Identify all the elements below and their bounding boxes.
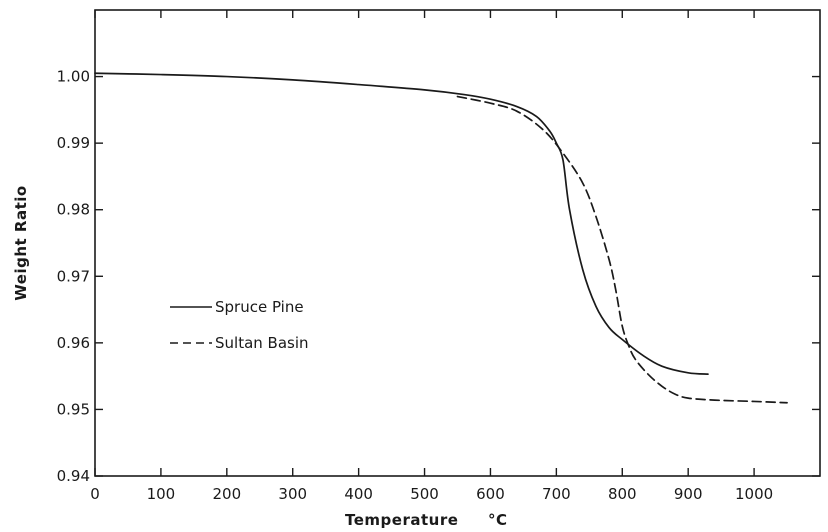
series-layer (94, 72, 788, 404)
y-axis-label: Weight Ratio (12, 185, 30, 300)
y-tick-label: 0.95 (57, 400, 90, 418)
x-tick-label: 900 (674, 485, 703, 503)
legend: Spruce Pine Sultan Basin (170, 298, 309, 352)
x-tick-label: 0 (90, 485, 100, 503)
series-line-sultan-basin (456, 95, 788, 404)
x-tick-label: 400 (344, 485, 373, 503)
x-tick-label: 700 (542, 485, 571, 503)
x-axis-unit: °C (488, 511, 508, 529)
x-axis-label: Temperature (345, 511, 458, 529)
x-tick-label: 800 (608, 485, 637, 503)
y-tick-label: 0.97 (57, 267, 90, 285)
y-tick-label: 1.00 (57, 68, 90, 86)
y-tick-label: 0.98 (57, 201, 90, 219)
x-tick-label: 500 (410, 485, 439, 503)
x-tick-label: 300 (278, 485, 307, 503)
y-tick-label: 0.99 (57, 134, 90, 152)
x-tick-label: 600 (476, 485, 505, 503)
legend-label-spruce-pine: Spruce Pine (215, 298, 304, 316)
y-tick-label: 0.94 (57, 467, 90, 485)
plot-frame (94, 9, 821, 477)
x-tick-label: 100 (147, 485, 176, 503)
ticks-layer: 0 100 200 300 400 500 600 700 800 900 1000 0.94 0.95… (57, 10, 820, 503)
series-line-spruce-pine (94, 72, 709, 375)
y-tick-label: 0.96 (57, 334, 90, 352)
x-tick-label: 1000 (735, 485, 773, 503)
legend-label-sultan-basin: Sultan Basin (215, 334, 309, 352)
x-tick-label: 200 (212, 485, 241, 503)
